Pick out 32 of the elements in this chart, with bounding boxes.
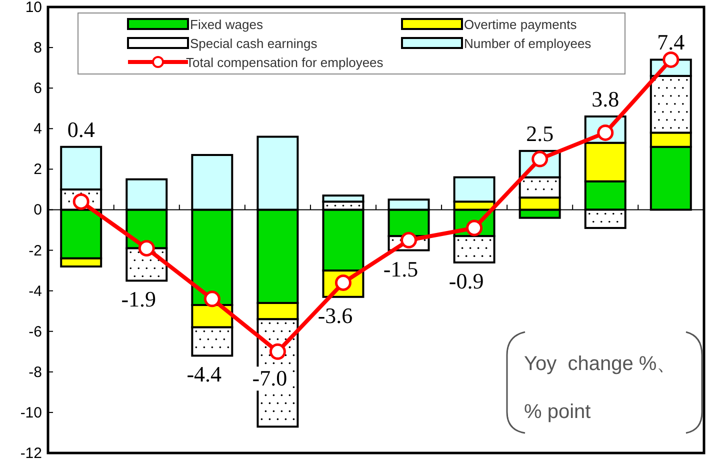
data-label: -4.4: [186, 362, 222, 387]
point: [138, 240, 155, 256]
y-tick-label: 0: [34, 202, 42, 219]
data-label: 3.8: [592, 86, 620, 112]
y-tick-label: -4: [28, 282, 42, 300]
point: [204, 290, 220, 308]
data-label: -1.9: [121, 286, 156, 312]
legend-label: Total compensation for employees: [186, 55, 384, 70]
y-tick-label: 2: [34, 161, 42, 178]
legend-label: Fixed wages: [190, 17, 264, 32]
y-tick-label: 10: [25, 0, 42, 16]
data-label: 2.5: [526, 120, 554, 146]
y-tick-label: -10: [20, 404, 42, 422]
y-tick-label: -8: [28, 364, 42, 381]
legend-label: Special cash earnings: [190, 36, 318, 51]
data-label: -7.0: [252, 366, 288, 391]
point: [400, 232, 418, 248]
point: [269, 343, 286, 360]
text: Yoy change %、 % point: [524, 353, 677, 423]
data-label: -3.6: [318, 302, 353, 328]
data-label: 0.4: [67, 116, 95, 142]
legend-label: Overtime payments: [464, 17, 578, 32]
data-label: -1.5: [383, 256, 418, 282]
data-label: 7.4: [657, 30, 685, 55]
y-tick-label: -6: [28, 323, 42, 340]
y-tick-label: 6: [34, 80, 42, 98]
y-tick-label: -2: [28, 242, 42, 260]
data-label: -0.9: [448, 268, 484, 294]
y-tick-label: 8: [34, 40, 42, 57]
legend-label: Number of employees: [464, 36, 592, 51]
y-tick-label: 4: [34, 120, 42, 138]
y-tick-label: -12: [20, 445, 42, 461]
